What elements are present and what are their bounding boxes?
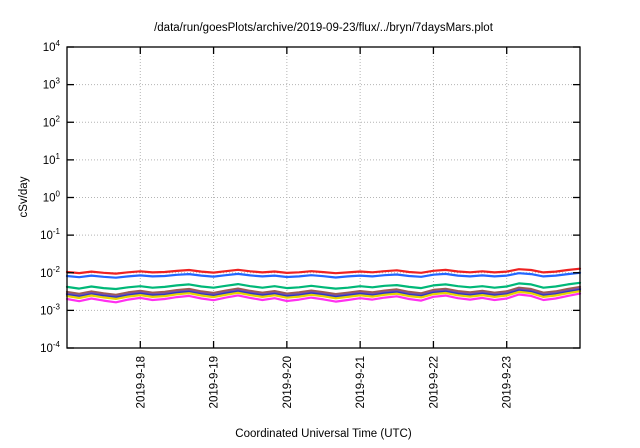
series-red-line	[65, 267, 582, 275]
x-tick-label: 2019-9-21	[355, 356, 367, 408]
series-yellow-line	[65, 290, 582, 300]
x-tick-label: 2019-9-18	[135, 356, 147, 408]
y-tick-label: 100	[43, 190, 61, 205]
x-axis-title: Coordinated Universal Time (UTC)	[235, 428, 412, 440]
y-tick-label: 101	[43, 152, 61, 167]
plot-title: /data/run/goesPlots/archive/2019-09-23/f…	[154, 22, 493, 34]
y-tick-label: 10-2	[40, 265, 60, 280]
x-tick-label: 2019-9-22	[428, 356, 440, 408]
series-green-line	[65, 281, 582, 291]
series-blue-line	[65, 271, 582, 279]
y-tick-label: 102	[43, 114, 61, 129]
y-tick-label: 103	[43, 77, 61, 92]
y-tick-label: 10-4	[40, 340, 60, 355]
y-tick-label: 10-1	[40, 227, 60, 242]
y-tick-label: 10-3	[40, 302, 60, 317]
series-purple-line	[65, 287, 582, 298]
plot-border	[66, 46, 581, 349]
series-navy-line	[65, 288, 582, 299]
x-tick-label: 2019-9-23	[502, 356, 514, 408]
series-magenta-line	[65, 292, 582, 304]
x-tick-label: 2019-9-19	[209, 356, 221, 408]
x-tick-label: 2019-9-20	[282, 356, 294, 408]
series-brown-line	[65, 285, 582, 296]
y-tick-label: 104	[43, 39, 61, 54]
